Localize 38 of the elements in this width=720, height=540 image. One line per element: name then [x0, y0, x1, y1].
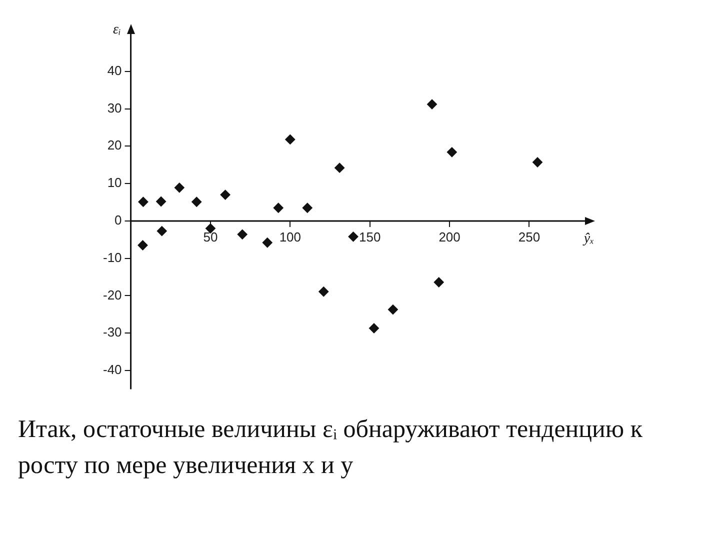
y-tick-label: 0 [114, 212, 122, 228]
y-tick-label: -40 [102, 362, 122, 378]
point [285, 134, 296, 144]
point [156, 226, 167, 236]
x-tick-label: 150 [358, 229, 381, 244]
point [156, 196, 166, 207]
x-tick-label: 200 [438, 229, 460, 244]
x-tick-label: 100 [279, 229, 302, 244]
point [138, 196, 148, 207]
point [348, 232, 358, 242]
x-tick-label: 50 [203, 229, 218, 244]
point [434, 277, 444, 288]
y-tick-label: -20 [102, 287, 122, 302]
y-tick-label: 40 [107, 62, 122, 78]
point [388, 304, 398, 315]
point [273, 202, 284, 213]
point [237, 229, 248, 240]
point [427, 99, 438, 110]
x-axis-title: ŷₓ [582, 232, 594, 247]
point [334, 162, 345, 173]
y-axis-title: εᵢ [113, 22, 121, 38]
point [220, 190, 230, 200]
y-tick-label: 10 [107, 175, 122, 190]
y-tick-label: -30 [102, 324, 122, 340]
point [446, 147, 457, 158]
point [138, 240, 148, 250]
point [262, 238, 272, 248]
point [532, 157, 543, 168]
y-tick-label: 20 [107, 138, 122, 153]
y-tick-label: -10 [102, 250, 122, 265]
point [302, 202, 312, 213]
point [368, 323, 379, 334]
y-tick-label: 30 [107, 100, 122, 116]
point [318, 286, 329, 297]
point [174, 182, 184, 193]
x-tick-label: 250 [518, 229, 540, 244]
text: Итак, остаточные величины εᵢ обнаруживают тенденцию к росту по мере увеличения x и y [18, 415, 644, 481]
point [192, 196, 202, 207]
